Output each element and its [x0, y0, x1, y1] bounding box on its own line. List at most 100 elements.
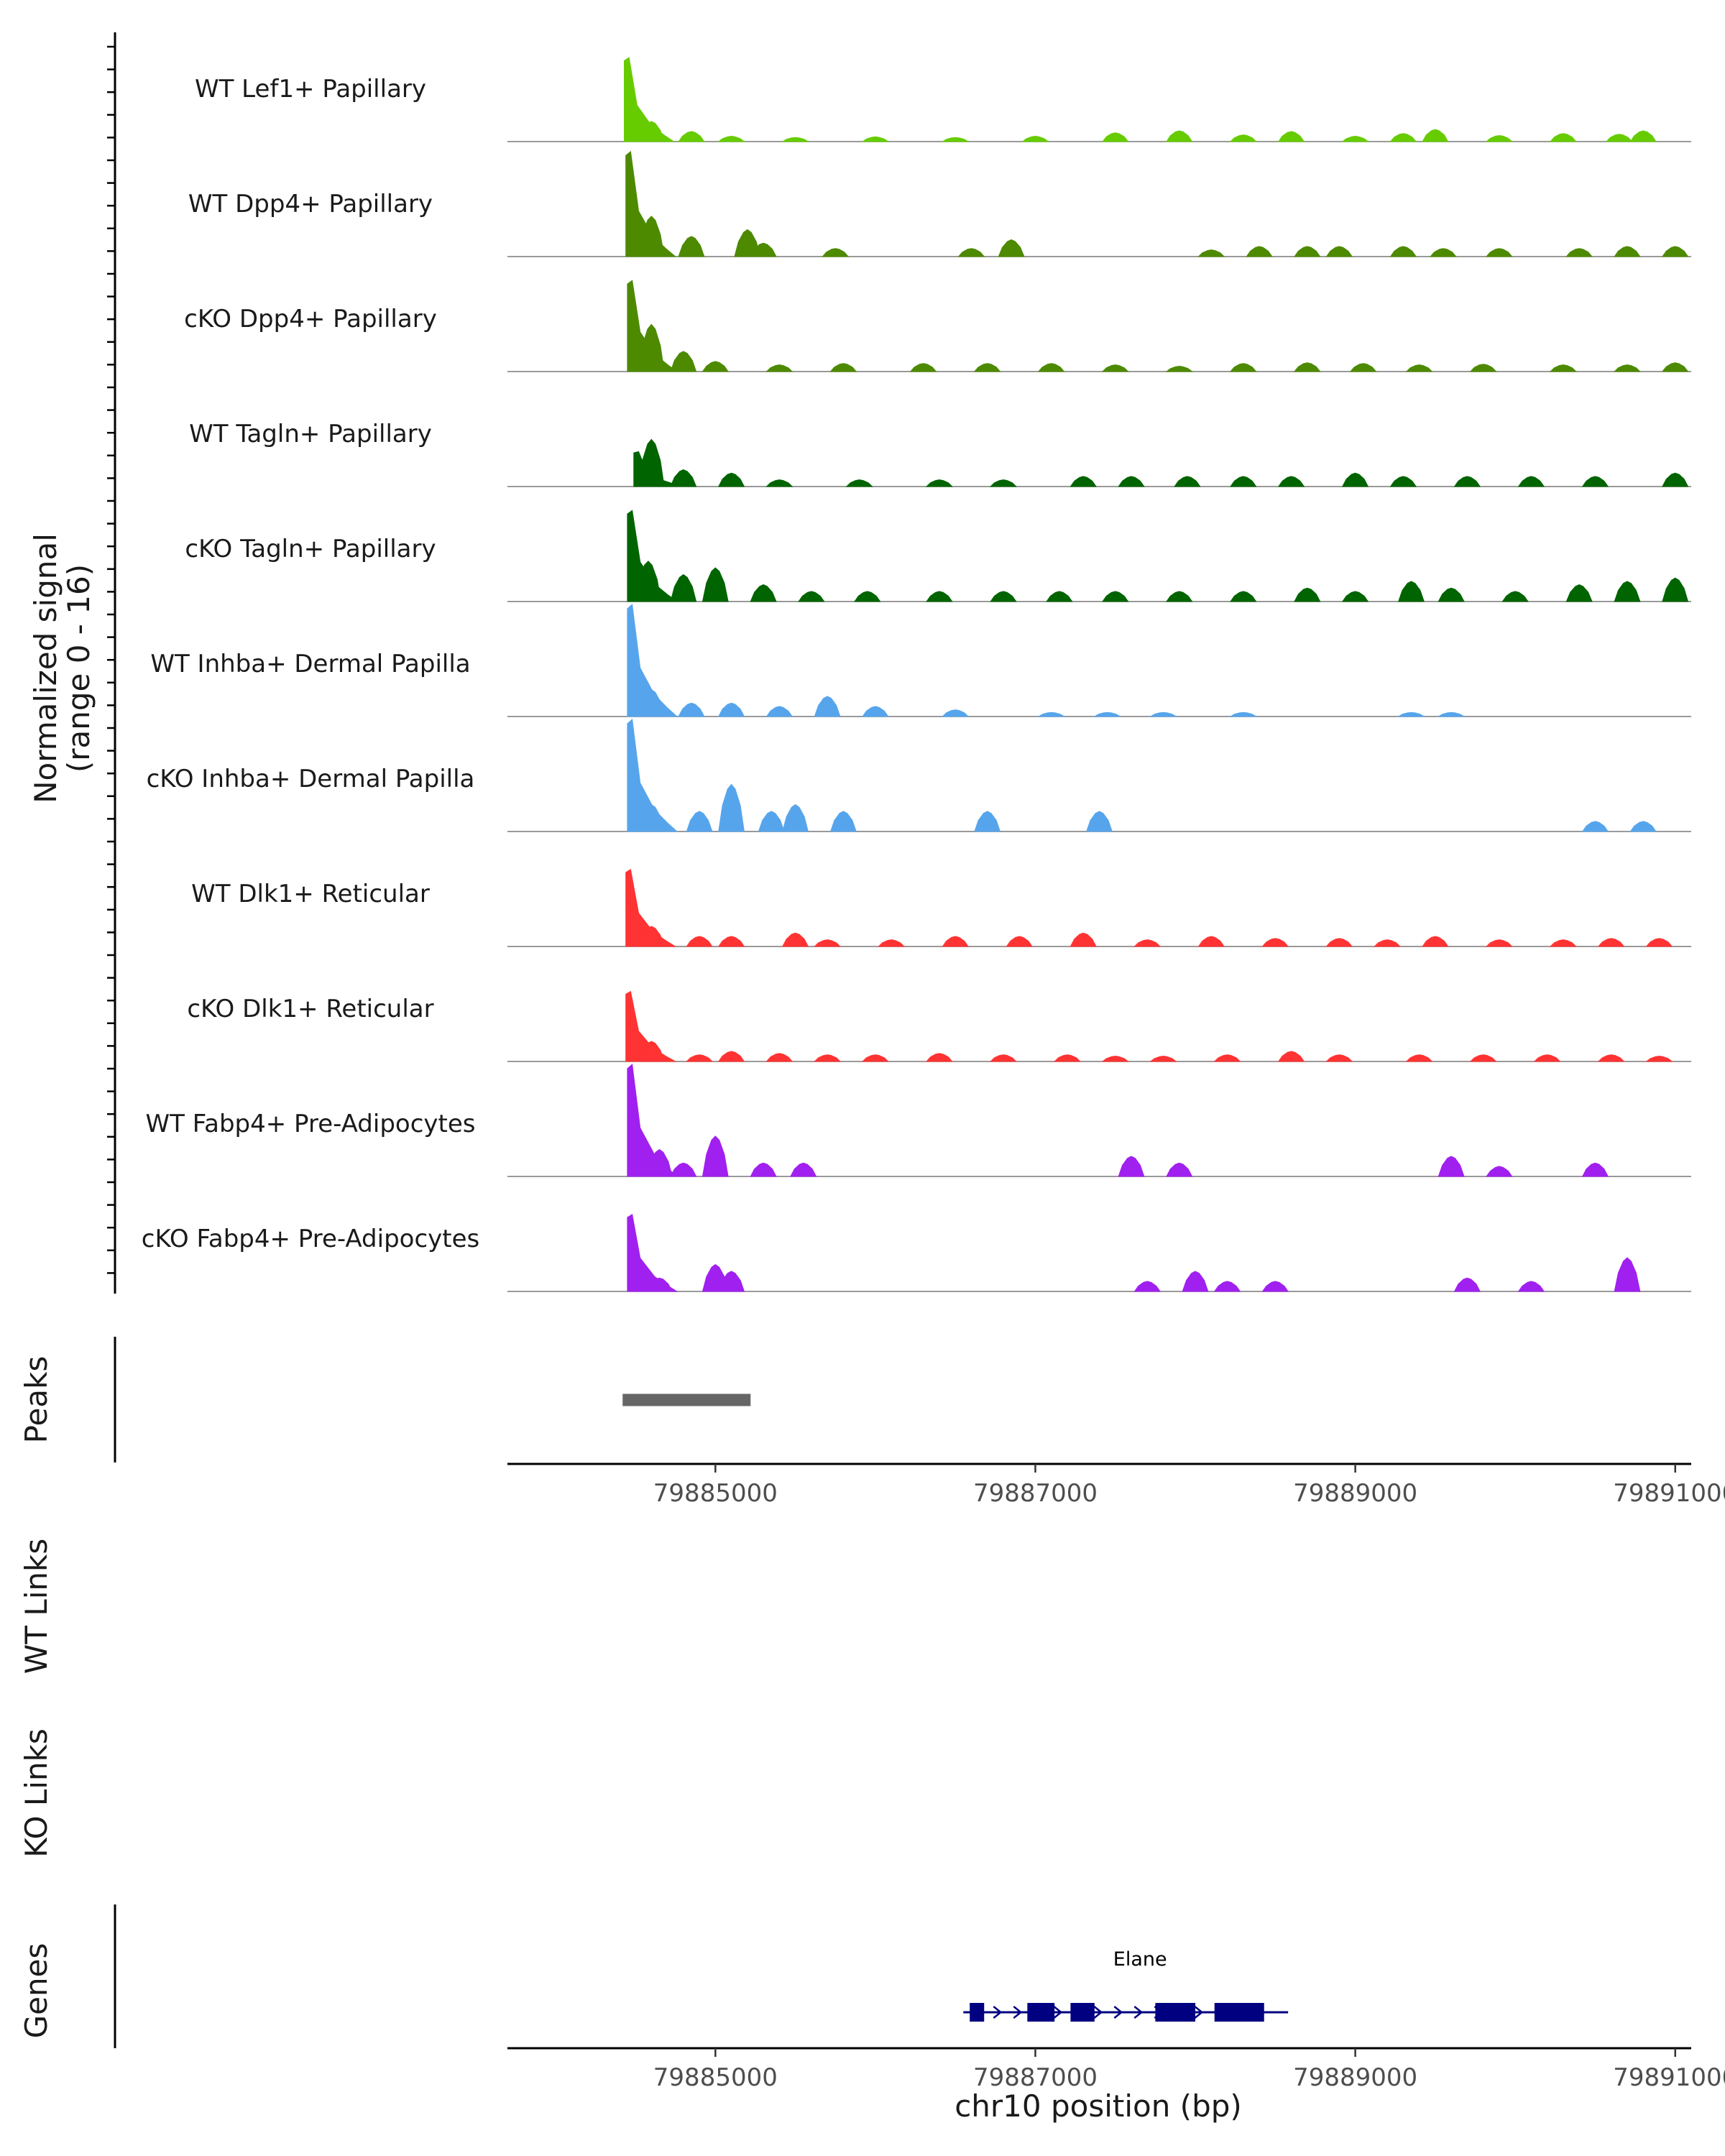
track-label: WT Tagln+ Papillary — [189, 420, 432, 448]
coverage-peak — [1374, 939, 1402, 947]
coverage-peak — [822, 248, 850, 257]
coverage-track: WT Fabp4+ Pre-Adipocytes — [146, 1063, 1691, 1177]
coverage-peak — [1597, 938, 1625, 947]
coverage-peak — [638, 121, 665, 142]
strand-arrow — [1093, 2006, 1103, 2019]
coverage-peak — [989, 1054, 1018, 1062]
links-tracks: WT Links KO Links — [19, 1539, 54, 1858]
strand-arrow — [1194, 2006, 1204, 2019]
coverage-peak — [645, 1277, 673, 1292]
coverage-peak — [957, 248, 985, 257]
track-label: WT Lef1+ Papillary — [195, 75, 426, 103]
coverage-peak — [1389, 246, 1417, 257]
coverage-peak — [765, 706, 794, 717]
position-axis-bottom: 79885000 79887000 79889000 79891000 — [507, 2047, 1725, 2092]
coverage-peak — [1086, 811, 1113, 832]
coverage-peak — [1174, 476, 1201, 487]
coverage-peak — [1597, 1054, 1625, 1062]
track-label: cKO Tagln+ Papillary — [185, 535, 436, 563]
coverage-peak — [1213, 1054, 1241, 1062]
coverage-peak — [845, 479, 873, 487]
coverage-track: cKO Tagln+ Papillary — [185, 510, 1691, 602]
coverage-peak — [765, 479, 794, 487]
coverage-peak — [627, 718, 678, 832]
gene-name-label: Elane — [1113, 1948, 1167, 1971]
coverage-peak — [1182, 1271, 1209, 1292]
coverage-peak — [1246, 246, 1273, 257]
coverage-peak — [1398, 581, 1425, 602]
coverage-peak — [1565, 248, 1593, 257]
coverage-peak — [678, 131, 705, 142]
y-axis-range-label: (range 0 - 16) — [61, 564, 96, 773]
strand-arrow — [1053, 2006, 1063, 2019]
coverage-peak — [638, 926, 665, 947]
coverage-peak — [854, 591, 881, 602]
coverage-peak — [1092, 711, 1122, 717]
genes-track-title: Genes — [19, 1943, 54, 2039]
coverage-peak — [1277, 476, 1305, 487]
coverage-peak — [1389, 133, 1417, 142]
coverage-peak — [1437, 711, 1466, 717]
coverage-peak — [758, 811, 785, 832]
coverage-peak — [1581, 1162, 1609, 1177]
gene-exon — [1070, 2003, 1095, 2022]
coverage-peak — [638, 323, 665, 372]
coverage-peak — [1662, 472, 1689, 487]
coverage-peak — [998, 239, 1025, 257]
coverage-peak — [1070, 476, 1097, 487]
track-label: cKO Dlk1+ Reticular — [187, 995, 433, 1023]
coverage-peak — [1645, 1055, 1673, 1062]
coverage-peak — [1549, 939, 1578, 947]
coverage-peak — [926, 591, 953, 602]
coverage-peak — [1229, 711, 1258, 717]
coverage-peak — [1565, 584, 1593, 602]
coverage-peak — [1213, 1281, 1241, 1292]
coverage-peak — [989, 479, 1018, 487]
coverage-peak — [1486, 1166, 1513, 1177]
x-tick-label: 79891000 — [1613, 1479, 1725, 1508]
coverage-peak — [1133, 939, 1162, 947]
coverage-peak — [1133, 1281, 1162, 1292]
coverage-peak — [1149, 1055, 1177, 1062]
coverage-peak — [1325, 246, 1353, 257]
coverage-peak — [1422, 936, 1449, 947]
coverage-peak — [1037, 711, 1066, 717]
strand-arrow — [1013, 2006, 1023, 2019]
coverage-peak — [1661, 246, 1689, 257]
coverage-peak — [1422, 129, 1449, 142]
coverage-peak — [670, 351, 697, 372]
coverage-peak — [1101, 1055, 1130, 1062]
coverage-peak — [1517, 476, 1545, 487]
coverage-peak — [1614, 581, 1641, 602]
coverage-peak — [670, 469, 697, 487]
peak-region — [622, 1393, 751, 1406]
coverage-peak — [717, 472, 745, 487]
coverage-peak — [1533, 1054, 1561, 1062]
coverage-peak — [625, 150, 677, 257]
coverage-peak — [1261, 938, 1289, 947]
coverage-peak — [1294, 246, 1321, 257]
coverage-peak — [926, 1053, 953, 1062]
x-tick-label: 79889000 — [1293, 1479, 1417, 1508]
coverage-peak — [1294, 587, 1321, 602]
coverage-peak — [717, 702, 745, 717]
coverage-peak — [1549, 364, 1578, 372]
coverage-peak — [790, 1162, 817, 1177]
coverage-peak — [1397, 711, 1426, 717]
coverage-peak — [1438, 1156, 1465, 1177]
coverage-peak — [1101, 132, 1129, 142]
coverage-track: WT Inhba+ Dermal Papilla — [150, 603, 1691, 717]
coverage-peak — [1581, 821, 1609, 832]
coverage-peak — [718, 1271, 745, 1292]
coverage-peak — [1325, 1054, 1353, 1062]
coverage-peak — [1053, 1054, 1082, 1062]
coverage-peak — [1021, 135, 1049, 142]
x-tick-label: 79887000 — [973, 2063, 1098, 2092]
track-label: cKO Fabp4+ Pre-Adipocytes — [142, 1225, 480, 1253]
coverage-peak — [702, 567, 729, 602]
coverage-track: WT Tagln+ Papillary — [189, 420, 1691, 487]
links-track-title: KO Links — [19, 1728, 54, 1858]
strand-arrow — [993, 2006, 1003, 2019]
coverage-peak — [1102, 591, 1129, 602]
